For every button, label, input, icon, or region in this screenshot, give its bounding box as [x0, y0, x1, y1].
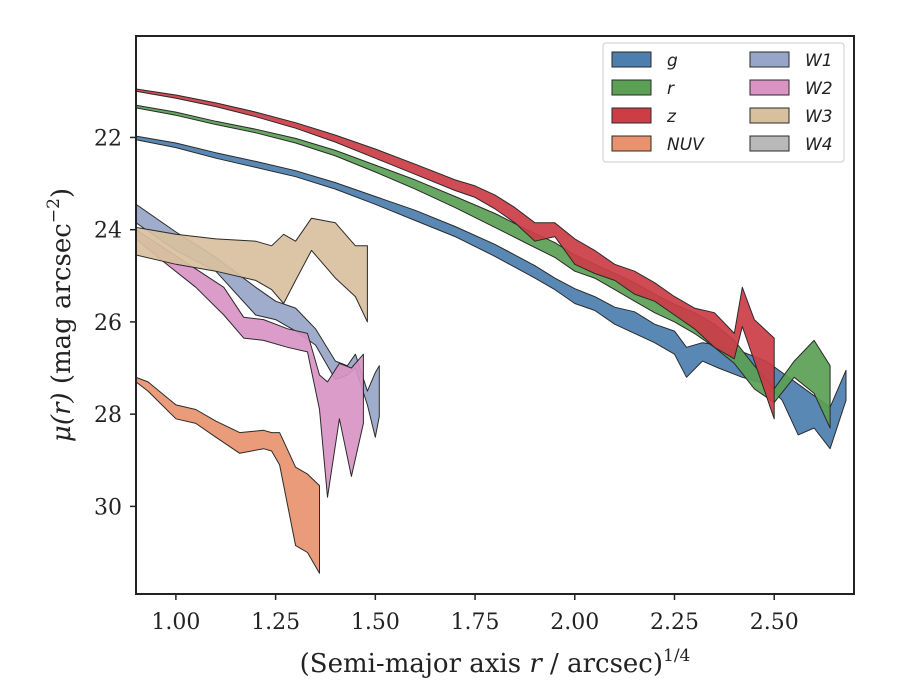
- x-tick-label: 2.50: [750, 610, 799, 635]
- plot-frame: [135, 35, 855, 595]
- legend-label-w2: W2: [805, 79, 833, 99]
- legend-swatch-w4: [749, 135, 790, 152]
- legend-swatch-w3: [749, 107, 790, 124]
- legend-frame: [602, 42, 845, 163]
- legend-swatch-r: [611, 79, 652, 96]
- y-axis-title: μ(r) (mag arcsec−2): [44, 188, 77, 442]
- legend-label-w3: W3: [805, 107, 833, 127]
- band-layer: [136, 88, 847, 574]
- legend-label-w4: W4: [805, 135, 833, 155]
- y-axis: 22 24 26 28 30: [94, 126, 136, 520]
- band-z: [136, 88, 775, 420]
- band-r: [136, 104, 831, 429]
- x-tick-label: 1.75: [451, 610, 500, 635]
- x-axis: 1.00 1.25 1.50 1.75 2.00 2.25 2.50: [151, 594, 799, 635]
- legend-swatch-z: [611, 107, 652, 124]
- legend-label-w1: W1: [805, 51, 833, 71]
- legend-label-z: z: [666, 107, 677, 127]
- x-tick-label: 1.00: [151, 610, 200, 635]
- legend-label-nuv: NUV: [667, 135, 705, 155]
- y-tick-label: 30: [94, 495, 122, 520]
- y-tick-label: 24: [94, 219, 122, 244]
- legend-swatch-w1: [749, 51, 790, 68]
- legend: grz NUV W1 W2 W3 W4: [602, 42, 845, 163]
- y-tick-label: 26: [94, 311, 122, 336]
- band-w1: [136, 203, 380, 438]
- x-tick-label: 1.25: [251, 610, 300, 635]
- legend-label-g: g: [667, 51, 678, 71]
- band-w3: [136, 217, 368, 323]
- y-tick-label: 22: [94, 126, 122, 151]
- legend-swatch-nuv: [611, 135, 652, 152]
- y-tick-label: 28: [94, 403, 122, 428]
- band-nuv: [136, 376, 320, 574]
- x-tick-label: 2.25: [650, 610, 699, 635]
- x-axis-title: (Semi-major axis r / arcsec)1/4: [300, 646, 691, 679]
- x-tick-label: 2.00: [550, 610, 599, 635]
- legend-label-r: r: [667, 79, 675, 99]
- band-g: [136, 135, 847, 450]
- legend-swatch-g: [611, 51, 652, 68]
- x-tick-label: 1.50: [351, 610, 400, 635]
- legend-swatch-w2: [749, 79, 790, 96]
